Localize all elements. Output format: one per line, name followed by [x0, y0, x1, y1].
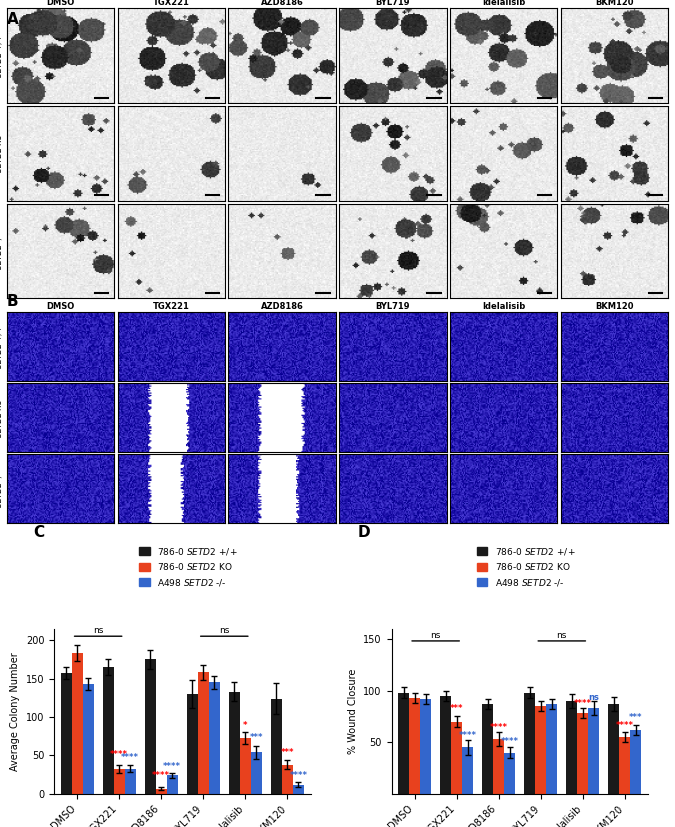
Text: ****: **** [574, 699, 592, 708]
Text: B: B [7, 294, 18, 308]
Text: A: A [7, 12, 18, 27]
Title: BYL719: BYL719 [376, 0, 410, 7]
Title: BKM120: BKM120 [595, 302, 634, 311]
Text: ****: **** [110, 750, 128, 759]
Bar [293, 785, 304, 794]
Bar [61, 673, 72, 794]
Text: ****: **** [121, 753, 139, 762]
Y-axis label: 786-0
SETD2 KO: 786-0 SETD2 KO [0, 134, 4, 173]
Bar [462, 748, 473, 794]
Title: BYL719: BYL719 [376, 302, 410, 311]
Bar [82, 684, 94, 794]
Text: ns: ns [557, 631, 567, 640]
Bar [440, 696, 451, 794]
Bar [145, 659, 156, 794]
Text: ***: *** [450, 705, 464, 713]
Text: ****: **** [490, 723, 508, 732]
Bar [113, 769, 125, 794]
Text: *: * [243, 721, 248, 730]
Bar [504, 753, 515, 794]
Text: ****: **** [153, 771, 170, 780]
Bar [546, 704, 557, 794]
Bar [493, 739, 504, 794]
Legend: 786-0 $SETD2$ +/+, 786-0 $SETD2$ KO, A498 $SETD2$ -/-: 786-0 $SETD2$ +/+, 786-0 $SETD2$ KO, A49… [136, 542, 242, 591]
Text: ns: ns [589, 693, 599, 702]
Bar [535, 706, 546, 794]
Title: AZD8186: AZD8186 [261, 302, 304, 311]
Y-axis label: 786-0
SETD2 +/+: 786-0 SETD2 +/+ [0, 34, 4, 77]
Bar [167, 776, 178, 794]
Text: ****: **** [458, 731, 477, 740]
Title: DMSO: DMSO [47, 0, 75, 7]
Bar [577, 713, 589, 794]
Bar [566, 701, 577, 794]
Bar [229, 691, 240, 794]
Text: ****: **** [616, 721, 634, 729]
Title: Idelalisib: Idelalisib [482, 0, 525, 7]
Text: ****: **** [163, 762, 181, 771]
Bar [589, 708, 599, 794]
Title: BKM120: BKM120 [595, 0, 634, 7]
Title: DMSO: DMSO [47, 302, 75, 311]
Title: TGX221: TGX221 [153, 0, 190, 7]
Y-axis label: A498
SETD2 -/-: A498 SETD2 -/- [0, 233, 4, 269]
Bar [409, 698, 420, 794]
Text: ***: *** [281, 748, 294, 757]
Text: ****: **** [290, 771, 307, 780]
Bar [451, 721, 462, 794]
Bar [282, 765, 293, 794]
Bar [524, 693, 535, 794]
Y-axis label: Average Colony Number: Average Colony Number [10, 652, 20, 771]
Text: ****: **** [501, 738, 518, 746]
Text: ***: *** [250, 733, 263, 742]
Bar [630, 729, 641, 794]
Bar [125, 768, 136, 794]
Text: ns: ns [219, 626, 230, 634]
Title: Idelalisib: Idelalisib [482, 302, 525, 311]
Bar [240, 738, 251, 794]
Bar [251, 753, 262, 794]
Bar [156, 788, 167, 794]
Bar [198, 672, 209, 794]
Bar [72, 653, 82, 794]
Bar [271, 699, 282, 794]
Title: TGX221: TGX221 [153, 302, 190, 311]
Bar [420, 699, 431, 794]
Bar [483, 704, 493, 794]
Y-axis label: % Wound Closure: % Wound Closure [348, 668, 358, 754]
Bar [103, 667, 113, 794]
Title: AZD8186: AZD8186 [261, 0, 304, 7]
Legend: 786-0 $SETD2$ +/+, 786-0 $SETD2$ KO, A498 $SETD2$ -/-: 786-0 $SETD2$ +/+, 786-0 $SETD2$ KO, A49… [473, 542, 579, 591]
Bar [620, 737, 630, 794]
Y-axis label: A498
SETD2 -/-: A498 SETD2 -/- [0, 471, 4, 506]
Text: D: D [358, 525, 371, 540]
Text: ns: ns [93, 626, 103, 634]
Bar [398, 693, 409, 794]
Text: ***: *** [629, 713, 643, 721]
Text: ns: ns [431, 631, 441, 640]
Y-axis label: 786-0
SETD2 KO: 786-0 SETD2 KO [0, 399, 4, 437]
Bar [608, 704, 620, 794]
Y-axis label: 786-0
SETD2 +/+: 786-0 SETD2 +/+ [0, 325, 4, 367]
Bar [187, 694, 198, 794]
Text: C: C [34, 525, 45, 540]
Bar [209, 682, 219, 794]
